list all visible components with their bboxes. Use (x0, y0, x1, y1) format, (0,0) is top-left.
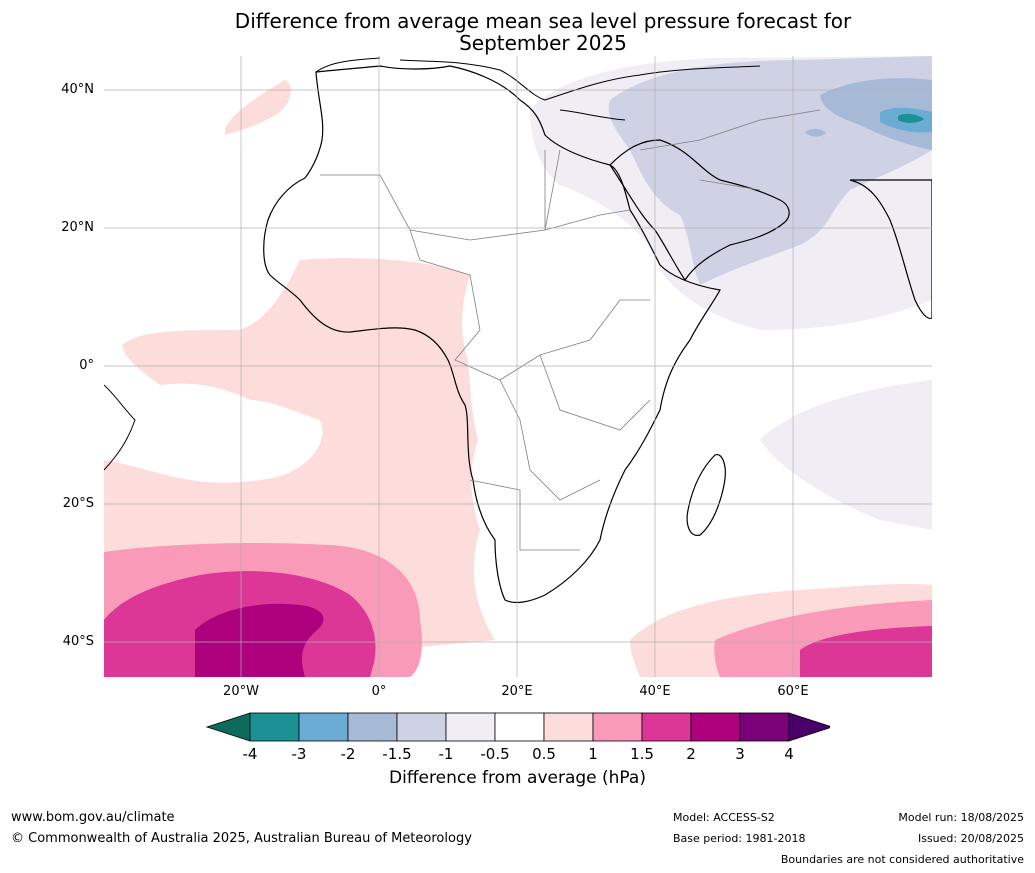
colorbar-tick-label: -2 (340, 745, 356, 763)
colorbar-over-arrow (788, 712, 830, 742)
arabia-coastline (609, 139, 790, 282)
colorbar-tick-label: -3 (291, 745, 307, 763)
map-title-line1: Difference from average mean sea level p… (234, 9, 852, 33)
lat-label-0: 0° (79, 358, 94, 373)
colorbar-tick-label: -4 (242, 745, 258, 763)
colorbar-tick-label: 4 (784, 745, 794, 763)
colorbar-tick-label: 1.5 (630, 745, 654, 763)
colorbar-segment (592, 712, 643, 742)
colorbar-tick-label: 0.5 (532, 745, 556, 763)
footer-copyright: © Commonwealth of Australia 2025, Austra… (11, 831, 472, 846)
colorbar-under-arrow (205, 712, 251, 742)
anomaly-region-minus-3 (898, 113, 924, 123)
colorbar-segment (641, 712, 692, 742)
lat-label-20s: 20°S (62, 496, 94, 511)
map-gridlines (104, 56, 932, 677)
footer-base-period: Base period: 1981-2018 (673, 832, 806, 845)
colorbar-segment (347, 712, 398, 742)
south-america-coastline (104, 384, 136, 471)
madagascar-coastline (686, 454, 726, 536)
anomaly-region-minus-3-small (805, 128, 826, 137)
country-borders (320, 109, 821, 551)
map-title: Difference from average mean sea level p… (0, 10, 1035, 54)
africa-coastline (263, 65, 721, 604)
colorbar-segment (690, 712, 741, 742)
colorbar-tick-label: 2 (686, 745, 696, 763)
map-title-line2: September 2025 (459, 31, 627, 55)
colorbar-segment (396, 712, 447, 742)
anomaly-region-plus-1.5-indian (800, 626, 932, 677)
colorbar-segment (543, 712, 594, 742)
lon-label-60e: 60°E (777, 684, 809, 699)
forecast-map (104, 56, 932, 677)
footer-disclaimer: Boundaries are not considered authoritat… (780, 853, 1024, 866)
footer-website[interactable]: www.bom.gov.au/climate (11, 810, 175, 825)
lon-label-20w: 20°W (223, 684, 259, 699)
colorbar-label: Difference from average (hPa) (389, 768, 646, 788)
footer-model: Model: ACCESS-S2 (673, 811, 775, 824)
anomaly-region-plus-2-atlantic (195, 603, 324, 677)
footer-model-run: Model run: 18/08/2025 (898, 811, 1024, 824)
colorbar (205, 712, 830, 742)
india-coastline (849, 179, 932, 320)
lat-label-20n: 20°N (61, 220, 94, 235)
colorbar-segment (445, 712, 496, 742)
colorbar-tick-label: -0.5 (480, 745, 510, 763)
colorbar-tick-label: 3 (735, 745, 745, 763)
footer-issued: Issued: 20/08/2025 (917, 832, 1024, 845)
colorbar-tick-label: -1.5 (382, 745, 412, 763)
lat-label-40n: 40°N (61, 82, 94, 97)
lon-label-0: 0° (371, 684, 387, 699)
colorbar-segment (739, 712, 790, 742)
colorbar-segment (298, 712, 349, 742)
lon-label-40e: 40°E (639, 684, 671, 699)
colorbar-segment (249, 712, 300, 742)
colorbar-tick-label: 1 (588, 745, 598, 763)
anomaly-region-minus-1.5 (820, 78, 932, 150)
europe-coastline (315, 57, 761, 121)
anomaly-region-plus-0.5-north (225, 80, 292, 135)
lat-label-40s: 40°S (62, 634, 94, 649)
lon-label-20e: 20°E (501, 684, 533, 699)
colorbar-tick-label: -1 (438, 745, 454, 763)
colorbar-segment (494, 712, 545, 742)
